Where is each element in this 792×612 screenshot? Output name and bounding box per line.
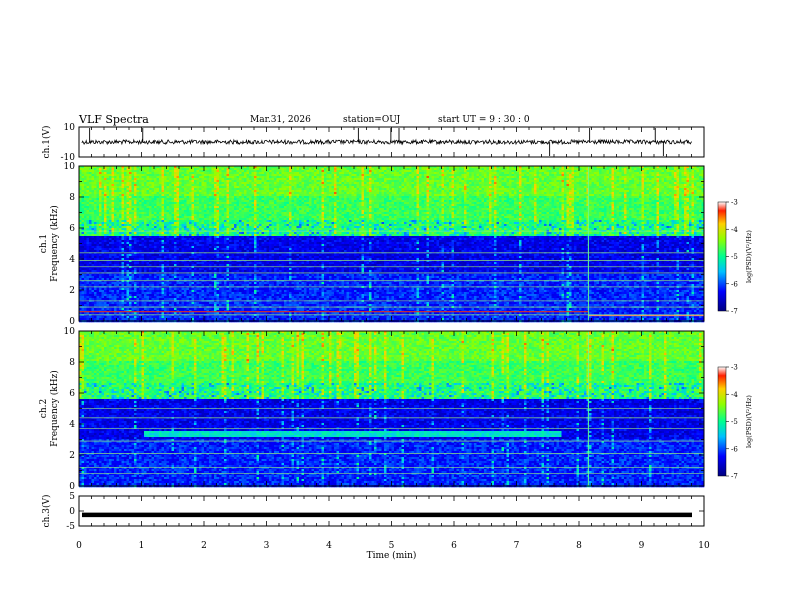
y-tick-label: 2 bbox=[69, 286, 75, 296]
y-tick-label: 10 bbox=[64, 327, 76, 337]
x-tick-label: 10 bbox=[698, 541, 710, 551]
y-tick-label: 0 bbox=[69, 507, 75, 517]
ch-1-spectrogram-plot bbox=[79, 166, 705, 323]
y-tick-label: -10 bbox=[61, 153, 76, 163]
colorbar-label: log(PSD)(V²/Hz) bbox=[745, 395, 753, 448]
y-tick-label: 0 bbox=[69, 482, 75, 492]
start-ut-label: start UT = 9 : 30 : 0 bbox=[438, 115, 530, 125]
x-tick-label: 6 bbox=[451, 541, 457, 551]
y-tick-label: 4 bbox=[69, 255, 75, 265]
x-tick-label: 4 bbox=[326, 541, 332, 551]
colorbar-tick-label: -3 bbox=[731, 364, 738, 372]
colorbar-tick-label: -7 bbox=[731, 308, 738, 316]
y-tick-label: 6 bbox=[69, 389, 75, 399]
colorbar-tick-label: -6 bbox=[731, 445, 738, 453]
x-tick-label: 7 bbox=[514, 541, 520, 551]
chart-title: VLF Spectra bbox=[79, 113, 149, 126]
colorbar-tick-label: -4 bbox=[731, 391, 738, 399]
x-tick-label: 3 bbox=[264, 541, 270, 551]
date-label: Mar.31, 2026 bbox=[250, 115, 311, 125]
colorbar bbox=[717, 366, 727, 477]
channel-label: ch.1 bbox=[39, 234, 49, 253]
y-axis-label: Frequency (kHz) bbox=[49, 370, 60, 447]
y-axis-label: ch.1(V) bbox=[41, 126, 52, 159]
y-tick-label: 6 bbox=[69, 224, 75, 234]
y-tick-label: 10 bbox=[64, 123, 76, 133]
x-tick-label: 5 bbox=[389, 541, 395, 551]
colorbar-tick-label: -5 bbox=[731, 418, 738, 426]
x-tick-label: 8 bbox=[576, 541, 582, 551]
colorbar-tick-label: -6 bbox=[731, 280, 738, 288]
ch-2-spectrogram-plot bbox=[79, 331, 705, 488]
x-tick-label: 0 bbox=[76, 541, 82, 551]
colorbar-label: log(PSD)(V²/Hz) bbox=[745, 230, 753, 283]
y-axis-label: Frequency (kHz) bbox=[49, 205, 60, 282]
y-tick-label: 5 bbox=[69, 492, 75, 502]
x-tick-label: 2 bbox=[201, 541, 207, 551]
channel-label: ch.2 bbox=[39, 399, 49, 418]
y-tick-label: 8 bbox=[69, 193, 75, 203]
y-tick-label: -5 bbox=[66, 522, 75, 532]
y-tick-label: 4 bbox=[69, 420, 75, 430]
y-tick-label: 2 bbox=[69, 451, 75, 461]
x-tick-label: 9 bbox=[639, 541, 645, 551]
y-axis-label: ch.3(V) bbox=[41, 495, 52, 528]
colorbar-tick-label: -3 bbox=[731, 199, 738, 207]
colorbar-tick-label: -5 bbox=[731, 253, 738, 261]
station-label: station=OUJ bbox=[343, 115, 400, 125]
x-tick-label: 1 bbox=[139, 541, 145, 551]
ch1-waveform-trace bbox=[81, 138, 693, 146]
y-tick-label: 0 bbox=[69, 317, 75, 327]
y-tick-label: 10 bbox=[64, 162, 76, 172]
x-axis-label: Time (min) bbox=[367, 550, 417, 561]
colorbar-tick-label: -7 bbox=[731, 473, 738, 481]
colorbar-tick-label: -4 bbox=[731, 226, 738, 234]
y-tick-label: 8 bbox=[69, 358, 75, 368]
colorbar bbox=[717, 201, 727, 312]
